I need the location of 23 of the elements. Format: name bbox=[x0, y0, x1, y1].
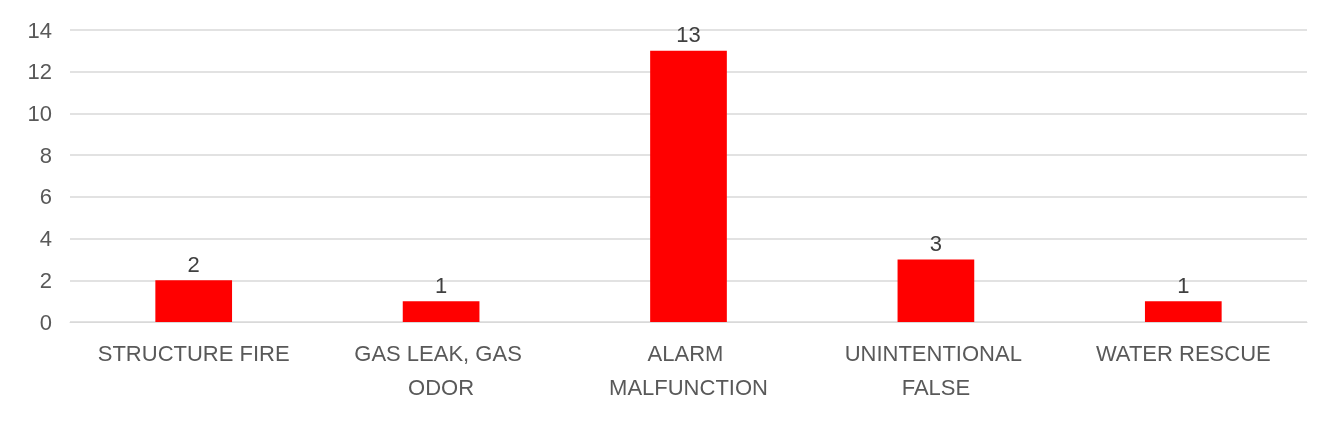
y-tick-label: 0 bbox=[39, 309, 52, 335]
x-tick-label: GAS LEAK, GAS ODOR bbox=[354, 340, 528, 400]
x-tick-label: WATER RESCUE bbox=[1095, 340, 1271, 366]
bar bbox=[402, 301, 480, 322]
data-label: 2 bbox=[187, 251, 200, 277]
y-tick-label: 4 bbox=[39, 226, 52, 252]
x-tick-label: STRUCTURE FIRE bbox=[97, 340, 290, 366]
y-tick-label: 2 bbox=[39, 267, 52, 293]
bar bbox=[897, 259, 975, 322]
data-label: 1 bbox=[434, 272, 448, 298]
data-label: 13 bbox=[676, 22, 701, 48]
data-label: 1 bbox=[1177, 272, 1190, 298]
x-tick-label: UNINTENTIONAL FALSE bbox=[844, 340, 1028, 400]
y-tick-label: 6 bbox=[39, 184, 52, 210]
y-tick-label: 12 bbox=[27, 59, 52, 85]
y-tick-label: 14 bbox=[27, 17, 52, 43]
x-tick-label: ALARM MALFUNCTION bbox=[609, 340, 768, 400]
bar bbox=[1144, 301, 1222, 322]
bar bbox=[650, 50, 727, 322]
y-tick-label: 8 bbox=[39, 142, 52, 168]
bar bbox=[155, 280, 233, 322]
y-tick-label: 10 bbox=[27, 100, 52, 126]
data-label: 3 bbox=[929, 230, 943, 256]
